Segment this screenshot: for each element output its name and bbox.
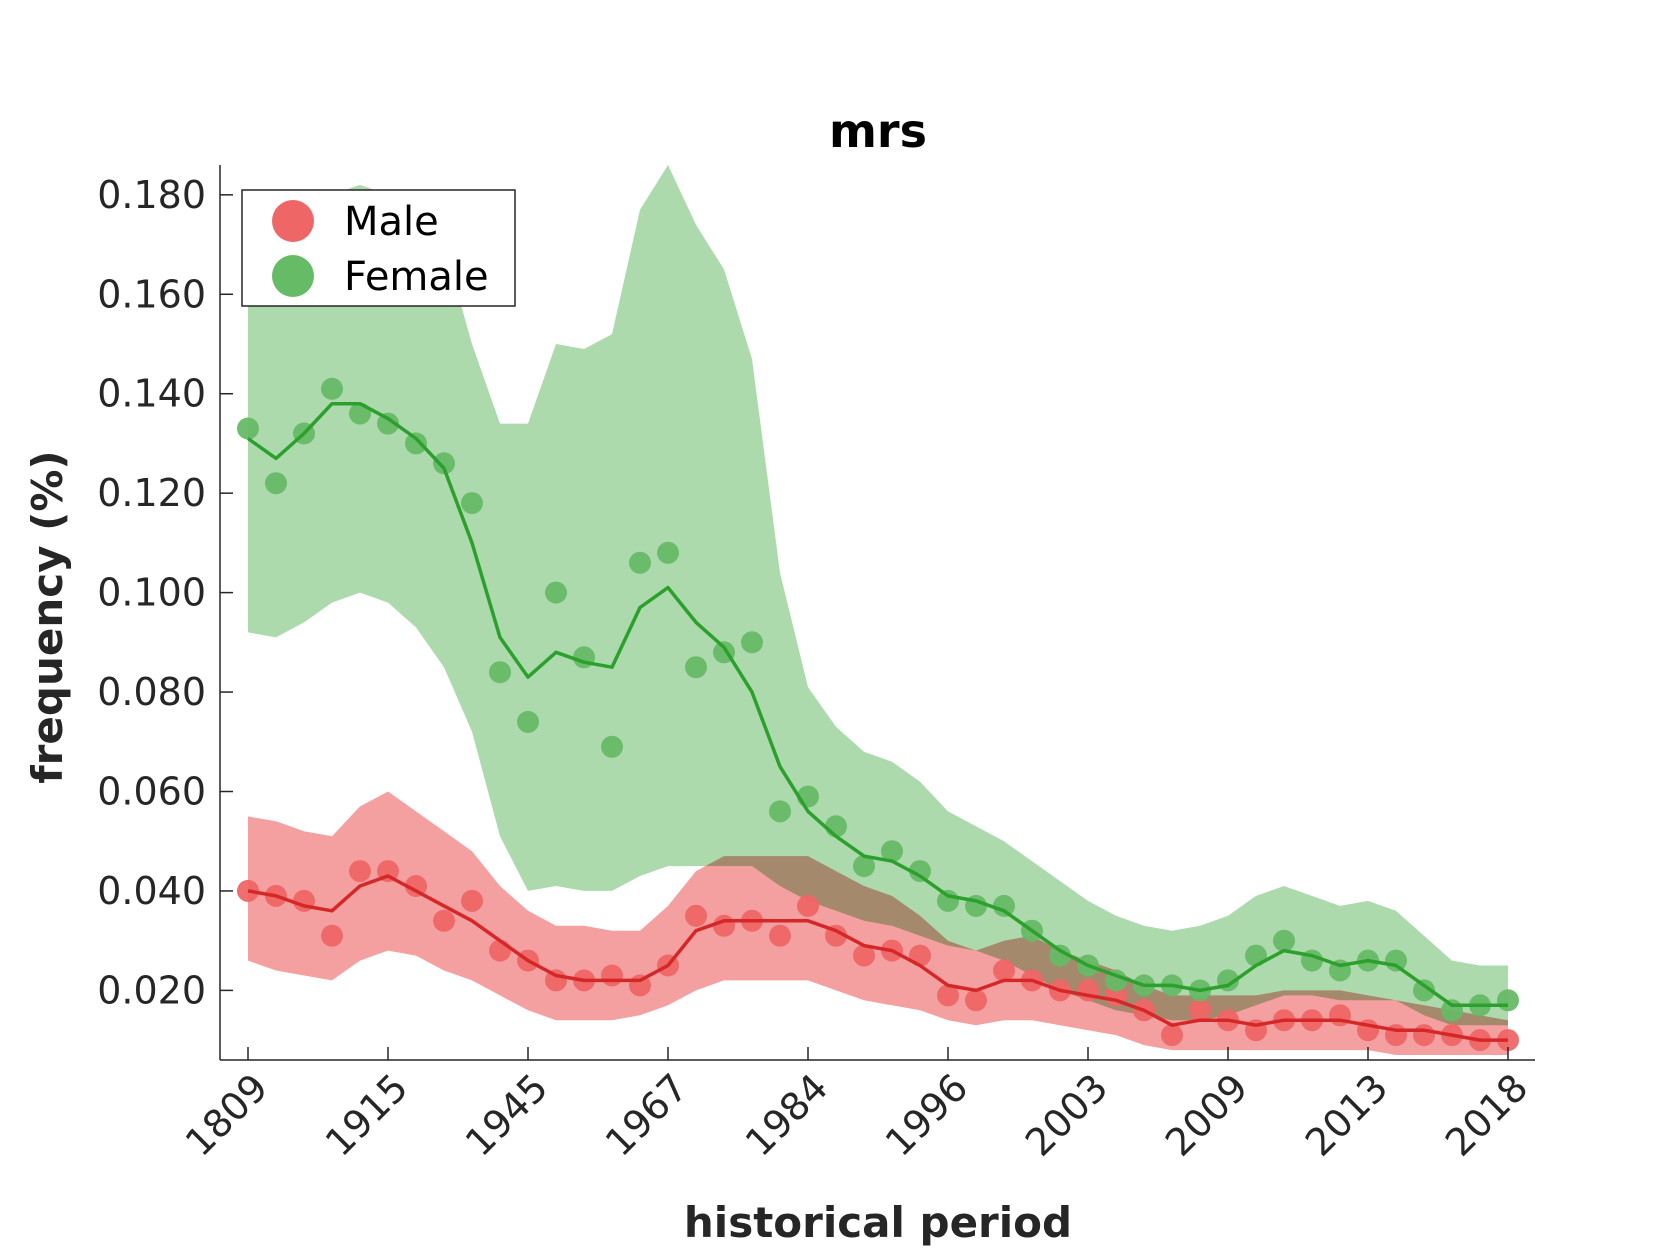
point-male-34: [1189, 999, 1211, 1022]
point-female-16: [685, 656, 707, 679]
point-female-18: [741, 631, 763, 654]
confidence-bands: [248, 165, 1508, 1055]
y-tick-label-8: 0.180: [97, 173, 206, 217]
point-female-1: [265, 472, 287, 495]
point-male-33: [1161, 1024, 1183, 1047]
legend-label-male: Male: [344, 199, 439, 245]
x-axis-title: historical period: [684, 1198, 1072, 1247]
y-tick-label-5: 0.120: [97, 471, 206, 515]
y-tick-label-6: 0.140: [97, 372, 206, 416]
point-male-20: [797, 894, 819, 917]
point-female-27: [993, 894, 1015, 917]
point-female-22: [853, 855, 875, 878]
point-male-27: [993, 959, 1015, 982]
point-male-19: [769, 924, 791, 947]
trend-line-female: [246, 401, 1508, 1008]
point-male-42: [1413, 1024, 1435, 1047]
axes: [219, 165, 1535, 1061]
point-male-25: [937, 984, 959, 1007]
point-female-42: [1413, 979, 1435, 1002]
point-male-3: [321, 924, 343, 947]
point-female-7: [433, 452, 455, 475]
point-male-7: [433, 909, 455, 932]
point-female-3: [321, 377, 343, 400]
point-female-5: [377, 412, 399, 435]
point-female-43: [1441, 999, 1463, 1022]
point-female-19: [769, 800, 791, 823]
point-female-45: [1497, 989, 1519, 1012]
point-female-10: [517, 710, 539, 733]
trend-lines: [246, 401, 1508, 1042]
point-female-37: [1273, 929, 1295, 952]
point-female-9: [489, 661, 511, 684]
point-female-23: [881, 840, 903, 863]
trend-line-male: [247, 874, 1508, 1042]
point-male-26: [965, 989, 987, 1012]
point-female-15: [657, 541, 679, 564]
point-female-13: [601, 735, 623, 758]
y-tick-label-1: 0.040: [97, 869, 206, 913]
legend: Male Female: [241, 189, 516, 307]
point-male-17: [713, 914, 735, 937]
chart-title: mrs: [829, 104, 927, 158]
point-female-11: [545, 581, 567, 604]
point-female-14: [629, 551, 651, 574]
y-tick-label-3: 0.080: [97, 670, 206, 714]
y-tick-label-0: 0.020: [97, 968, 206, 1012]
band-female: [248, 165, 1508, 1026]
y-tick-label-7: 0.160: [97, 272, 206, 316]
y-tick-label-4: 0.100: [97, 571, 206, 615]
legend-marker-female: [272, 255, 314, 297]
point-male-8: [461, 889, 483, 912]
legend-marker-male: [272, 200, 314, 242]
point-male-22: [853, 944, 875, 967]
y-axis-title: frequency (%): [23, 450, 72, 783]
band-male: [248, 791, 1508, 1055]
point-female-0: [237, 417, 259, 440]
legend-label-female: Female: [344, 254, 489, 300]
point-male-6: [405, 875, 427, 897]
y-tick-label-2: 0.060: [97, 770, 206, 814]
point-female-6: [405, 432, 427, 455]
point-female-25: [937, 889, 959, 912]
point-male-13: [601, 964, 623, 987]
point-female-29: [1049, 944, 1071, 967]
point-male-4: [349, 860, 371, 883]
point-female-24: [909, 860, 931, 883]
point-female-8: [461, 492, 483, 515]
point-female-41: [1385, 949, 1407, 972]
point-male-9: [489, 939, 511, 962]
point-male-16: [685, 904, 707, 927]
